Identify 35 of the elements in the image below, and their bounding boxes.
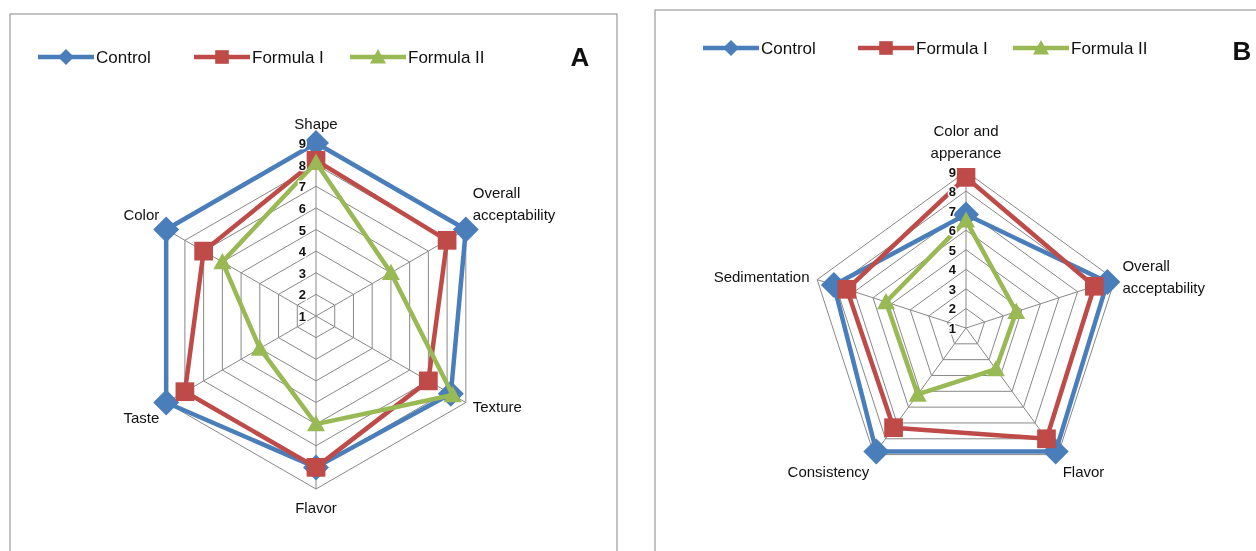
spoke-label: Overall acceptability <box>472 183 556 223</box>
legend-label: Formula II <box>1071 39 1148 58</box>
y-tick-label: 4 <box>298 244 307 260</box>
spoke-label: Sedimentation <box>713 268 810 286</box>
y-tick-label: 5 <box>948 242 956 258</box>
legend-label: Control <box>96 48 151 67</box>
y-tick-label: 3 <box>948 281 956 297</box>
y-tick-label: 1 <box>298 309 306 324</box>
legend-label: Formula I <box>916 39 988 58</box>
chart-title: B <box>1232 36 1252 66</box>
spoke-label: Color and apperance <box>930 121 1002 161</box>
spoke-label: Shape <box>294 115 338 132</box>
legend-label: Formula I <box>252 48 324 67</box>
spoke-label: Overall acceptability <box>1122 257 1206 297</box>
y-tick-label: 5 <box>298 222 306 238</box>
y-tick-label: 9 <box>948 164 956 180</box>
y-tick-label: 4 <box>948 262 957 278</box>
y-tick-label: 9 <box>298 136 306 151</box>
legend-label: Control <box>761 39 816 58</box>
y-tick-label: 7 <box>298 179 306 195</box>
y-tick-label: 2 <box>948 301 956 317</box>
y-tick-label: 7 <box>948 203 956 219</box>
y-tick-label: 6 <box>298 200 306 216</box>
y-tick-label: 1 <box>948 321 956 336</box>
spoke-label: Texture <box>472 397 522 415</box>
legend-label: Formula II <box>408 48 485 67</box>
y-tick-label: 2 <box>298 287 306 303</box>
y-tick-label: 3 <box>298 265 306 281</box>
spoke-label: Color <box>123 205 160 223</box>
spoke-label: Flavor <box>295 499 337 516</box>
spoke-label: Taste <box>123 408 160 426</box>
spoke-label: Flavor <box>1062 463 1105 481</box>
spoke-label: Consistency <box>787 463 870 481</box>
chart-title: A <box>570 42 590 72</box>
y-tick-label: 8 <box>298 157 306 173</box>
